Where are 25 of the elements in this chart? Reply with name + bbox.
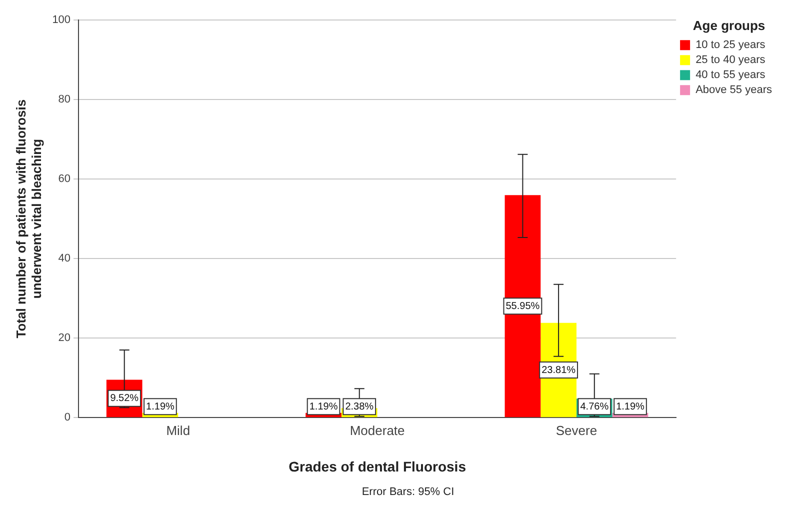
legend-label: 25 to 40 years: [696, 54, 766, 66]
legend-label: 10 to 25 years: [696, 39, 766, 52]
data-label: 55.95%: [506, 300, 540, 312]
data-label: 2.38%: [345, 401, 374, 412]
y-axis-title: Total number of patients with fluorosis underwent vital bleaching: [13, 99, 44, 338]
x-tick-label: Severe: [556, 422, 598, 438]
y-tick-label: 60: [58, 173, 71, 186]
y-tick-label: 100: [52, 14, 71, 26]
x-tick-label: Moderate: [350, 422, 405, 438]
legend-label: 40 to 55 years: [696, 69, 766, 82]
data-label: 1.19%: [146, 401, 174, 412]
data-label: 23.81%: [542, 364, 576, 376]
y-tick-label: 0: [64, 412, 71, 424]
y-tick-label: 40: [58, 252, 71, 265]
text: Error Bars: 95% CI: [360, 486, 456, 498]
x-tick-label: Mild: [166, 422, 190, 438]
data-label: 1.19%: [616, 401, 645, 412]
x-axis-title: Grades of dental Fluorosis: [288, 458, 466, 474]
legend-title: Age groups: [692, 18, 766, 34]
data-label: 4.76%: [580, 401, 609, 412]
data-label: 9.52%: [110, 393, 139, 404]
y-tick-label: 20: [58, 332, 71, 344]
data-label: 1.19%: [309, 401, 338, 412]
legend-label: Above 55 years: [696, 84, 772, 96]
y-tick-label: 80: [58, 94, 71, 106]
